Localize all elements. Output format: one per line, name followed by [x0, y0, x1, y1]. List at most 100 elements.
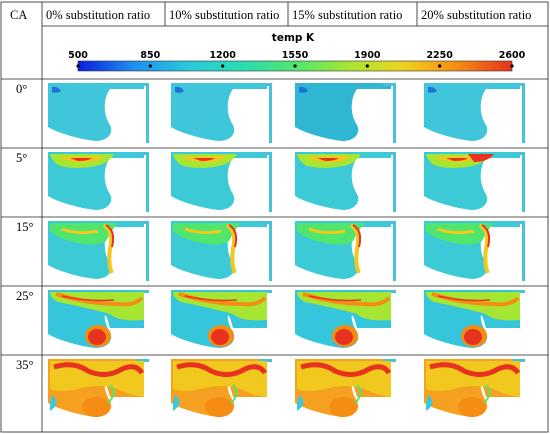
colorbar-tick-mark	[148, 64, 152, 68]
cylinder-wall	[393, 359, 396, 419]
hot-spot	[352, 224, 362, 248]
contour-cell-r3-c3	[424, 290, 525, 350]
cylinder-head	[259, 152, 272, 155]
colorbar-tick-label: 1200	[209, 50, 236, 61]
hot-spot	[61, 295, 115, 302]
colorbar-tick-mark	[221, 64, 225, 68]
contour-cell-r4-c0	[48, 359, 149, 419]
contour-cell-r0-c3	[424, 83, 525, 143]
cylinder-wall	[393, 221, 396, 281]
cylinder-head	[136, 83, 149, 86]
contour-cell-r1-c2	[295, 152, 396, 212]
contour-cell-r0-c0	[48, 83, 149, 143]
cool-region	[426, 395, 433, 411]
cylinder-wall	[146, 83, 149, 143]
column-header-3: 20% substitution ratio	[421, 8, 531, 22]
row-label-3: 25°	[16, 289, 34, 303]
colorbar-tick-label: 500	[68, 50, 88, 61]
row-label-1: 5°	[16, 151, 27, 165]
cylinder-wall	[522, 83, 525, 143]
colorbar-tick-label: 850	[140, 50, 160, 61]
cool-region	[173, 395, 180, 411]
hot-spot	[228, 224, 238, 248]
cylinder-wall	[269, 290, 272, 350]
cylinder-head	[383, 83, 396, 86]
colorbar-tick-label: 2600	[499, 50, 526, 61]
hot-spot	[446, 158, 468, 161]
row-label-2: 15°	[16, 220, 34, 234]
cylinder-wall	[393, 290, 396, 350]
cold-spot	[52, 86, 61, 93]
column-header-0: 0% substitution ratio	[46, 8, 150, 22]
colorbar: temp K 500 850 1200 1550 1900 2250 2600	[68, 32, 526, 72]
cylinder-wall	[522, 359, 525, 419]
contour-cell-r0-c1	[171, 83, 272, 143]
cylinder-wall	[146, 221, 149, 281]
mixing-band	[230, 384, 238, 404]
cold-spot	[175, 86, 184, 93]
cold-spot	[428, 86, 437, 93]
colorbar-tick-mark	[76, 64, 80, 68]
combustion-domain	[48, 83, 144, 141]
cylinder-head	[512, 290, 525, 293]
flame-rim	[102, 223, 114, 274]
contour-cell-r4-c1	[171, 359, 272, 419]
cylinder-wall	[522, 221, 525, 281]
contour-cell-r4-c3	[424, 359, 525, 419]
cylinder-wall	[269, 83, 272, 143]
colorbar-tick-label: 1900	[354, 50, 381, 61]
combustion-domain	[295, 83, 391, 141]
flame-core	[308, 227, 346, 235]
contour-cell-r3-c1	[171, 290, 272, 350]
cylinder-head	[383, 290, 396, 293]
cylinder-head	[383, 152, 396, 155]
hot-spot	[317, 158, 339, 161]
colorbar-tick-mark	[510, 64, 514, 68]
colorbar-tick-mark	[438, 64, 442, 68]
bowl-flame	[458, 397, 486, 417]
colorbar-tick-label: 2250	[426, 50, 453, 61]
row-label-4: 35°	[16, 358, 34, 372]
contour-cell-r3-c2	[295, 290, 396, 350]
cylinder-head	[259, 290, 272, 293]
cool-region	[297, 395, 304, 411]
cylinder-head	[259, 359, 272, 362]
mixing-band	[483, 384, 491, 404]
hot-spot	[70, 158, 92, 161]
cylinder-head	[383, 359, 396, 362]
cylinder-wall	[269, 359, 272, 419]
bowl-flame	[329, 397, 357, 417]
flame-core	[437, 227, 475, 235]
cylinder-wall	[146, 152, 149, 212]
flame-rim	[225, 223, 237, 274]
cool-region	[50, 395, 57, 411]
hot-spot	[176, 362, 268, 377]
column-header-1: 10% substitution ratio	[169, 8, 279, 22]
cylinder-head	[512, 359, 525, 362]
contour-cell-r0-c2	[295, 83, 396, 143]
contour-cell-r4-c2	[295, 359, 396, 419]
contour-cell-r2-c1	[171, 221, 272, 281]
hot-spot	[300, 362, 392, 377]
hot-spot	[193, 158, 215, 161]
cylinder-head	[512, 221, 525, 224]
contour-cell-r3-c0	[48, 290, 149, 350]
column-header-2: 15% substitution ratio	[292, 8, 402, 22]
colorbar-tick-label: 1550	[282, 50, 309, 61]
bowl-hot-spot	[211, 329, 229, 345]
contour-cell-r1-c3	[424, 152, 525, 212]
hot-spot	[468, 154, 494, 162]
flame-core	[61, 227, 99, 235]
combustion-domain	[171, 83, 267, 141]
cylinder-wall	[269, 221, 272, 281]
bowl-hot-spot	[335, 329, 353, 345]
hot-spot	[105, 224, 115, 248]
row-label-0: 0°	[16, 82, 27, 96]
cylinder-wall	[269, 152, 272, 212]
cylinder-wall	[146, 290, 149, 350]
flame-rim	[478, 223, 490, 274]
bowl-hot-spot	[464, 329, 482, 345]
hot-spot	[308, 295, 362, 302]
